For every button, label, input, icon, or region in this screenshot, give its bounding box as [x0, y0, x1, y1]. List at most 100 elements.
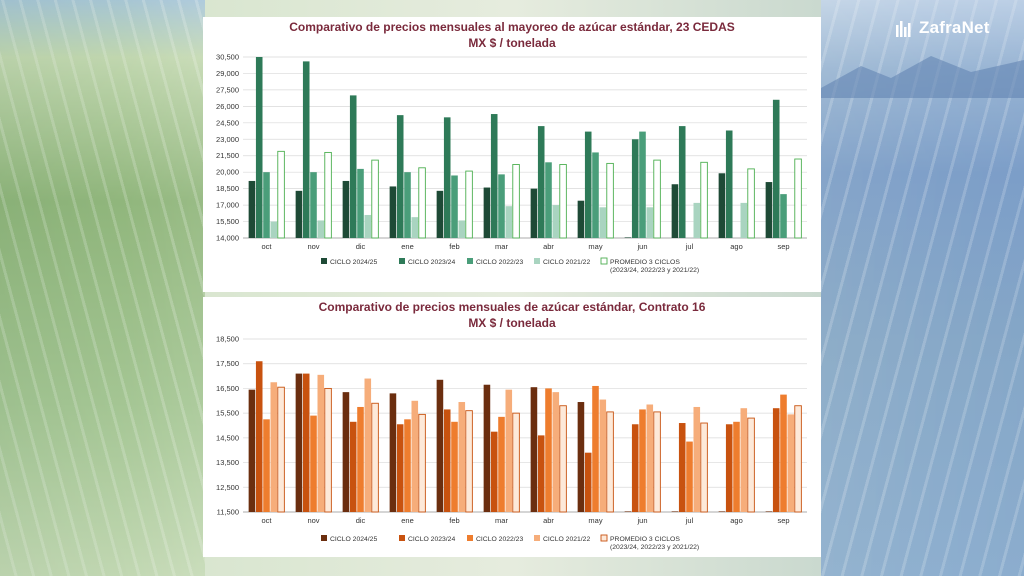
bar-ciclo-2023-24 [725, 424, 733, 512]
bar-promedio-3-ciclos [465, 170, 473, 239]
bar-ciclo-2022-23 [780, 194, 787, 238]
legend-label: CICLO 2023/24 [408, 259, 455, 266]
bar-ciclo-2022-23 [733, 421, 740, 512]
bar-promedio-3-ciclos [277, 386, 285, 513]
y-tick-label: 21,500 [216, 151, 239, 160]
brand-name: ZafraNet [919, 18, 990, 37]
bar-promedio-3-ciclos [653, 159, 661, 239]
bar-ciclo-2021-22 [599, 207, 607, 238]
bar-ciclo-2021-22 [317, 374, 325, 512]
bar-promedio-3-ciclos [747, 417, 755, 513]
legend-swatch [321, 535, 327, 541]
bar-ciclo-2021-22 [270, 382, 278, 512]
bar-ciclo-2023-24 [490, 114, 498, 238]
bar-promedio-3-ciclos [559, 164, 567, 239]
bar-ciclo-2023-24 [349, 421, 357, 512]
legend-label: PROMEDIO 3 CICLOS [610, 536, 680, 543]
bar-promedio-3-ciclos [606, 411, 614, 513]
bar-ciclo-2024-25 [389, 186, 397, 238]
bar-ciclo-2023-24 [302, 61, 310, 238]
bar-ciclo-2021-22 [364, 378, 372, 512]
x-category-label: abr [543, 242, 554, 251]
bar-ciclo-2024-25 [436, 190, 444, 238]
bar-ciclo-2024-25 [577, 402, 585, 512]
bar-ciclo-2024-25 [765, 182, 773, 238]
bar-ciclo-2023-24 [678, 423, 686, 512]
bar-ciclo-2024-25 [389, 393, 397, 512]
legend-label: CICLO 2024/25 [330, 536, 377, 543]
chart-title: Comparativo de precios mensuales de azúc… [319, 300, 706, 314]
chart-subtitle: MX $ / tonelada [468, 316, 556, 330]
bar-promedio-3-ciclos [700, 161, 708, 239]
bar-ciclo-2024-25 [342, 180, 350, 238]
legend-swatch [321, 258, 327, 264]
bar-ciclo-2021-22 [693, 406, 701, 512]
legend-label: CICLO 2021/22 [543, 536, 590, 543]
bar-ciclo-2022-23 [357, 168, 364, 238]
x-category-label: mar [495, 242, 508, 251]
bar-ciclo-2023-24 [349, 95, 357, 238]
legend-swatch [399, 258, 405, 264]
legend-label: CICLO 2024/25 [330, 259, 377, 266]
bar-ciclo-2023-24 [490, 431, 498, 512]
legend-label: CICLO 2021/22 [543, 259, 590, 266]
bar-promedio-3-ciclos [324, 151, 332, 239]
legend-label: CICLO 2022/23 [476, 259, 523, 266]
x-category-label: ago [730, 516, 743, 525]
bar-ciclo-2021-22 [740, 408, 748, 512]
bar-promedio-3-ciclos [418, 413, 426, 513]
bar-ciclo-2024-25 [765, 511, 773, 512]
bar-promedio-3-ciclos [559, 405, 567, 513]
x-category-label: feb [449, 242, 459, 251]
legend-swatch [467, 535, 473, 541]
bar-promedio-3-ciclos [794, 158, 802, 239]
bar-ciclo-2022-23 [545, 388, 552, 512]
legend-swatch [399, 535, 405, 541]
bar-promedio-3-ciclos [371, 159, 379, 239]
bar-ciclo-2023-24 [396, 115, 404, 238]
bar-promedio-3-ciclos [700, 422, 708, 513]
bar-ciclo-2024-25 [671, 184, 679, 238]
y-tick-label: 24,500 [216, 118, 239, 127]
bar-ciclo-2023-24 [537, 435, 545, 512]
y-tick-label: 15,500 [216, 409, 239, 418]
bar-ciclo-2021-22 [646, 404, 654, 512]
bar-ciclo-2022-23 [451, 175, 458, 238]
bar-ciclo-2022-23 [780, 394, 787, 512]
legend-swatch [600, 534, 608, 542]
y-tick-label: 29,000 [216, 69, 239, 78]
y-tick-label: 14,000 [216, 234, 239, 243]
legend-swatch [534, 258, 540, 264]
bar-ciclo-2024-25 [483, 384, 491, 512]
bar-ciclo-2021-22 [646, 207, 654, 238]
bar-promedio-3-ciclos [465, 410, 473, 513]
bar-ciclo-2023-24 [678, 126, 686, 238]
legend-swatch [467, 258, 473, 264]
bar-ciclo-2023-24 [443, 117, 451, 238]
bar-ciclo-2024-25 [342, 392, 350, 512]
legend-swatch [600, 257, 608, 265]
y-tick-label: 23,000 [216, 135, 239, 144]
bar-ciclo-2023-24 [772, 99, 780, 238]
x-category-label: may [588, 242, 602, 251]
y-tick-label: 18,500 [216, 184, 239, 193]
y-tick-label: 26,000 [216, 102, 239, 111]
bar-ciclo-2022-23 [592, 385, 599, 512]
y-tick-label: 20,000 [216, 168, 239, 177]
bar-ciclo-2022-23 [310, 415, 317, 512]
bar-ciclo-2022-23 [498, 174, 505, 238]
mountain-backdrop [821, 56, 1024, 98]
bar-ciclo-2022-23 [592, 152, 599, 238]
bar-ciclo-2021-22 [693, 202, 701, 238]
x-category-label: sep [777, 516, 789, 525]
bar-ciclo-2024-25 [248, 389, 256, 512]
x-category-label: mar [495, 516, 508, 525]
bar-ciclo-2021-22 [740, 202, 748, 238]
bar-ciclo-2023-24 [396, 424, 404, 512]
bar-ciclo-2022-23 [263, 419, 270, 512]
y-tick-label: 12,500 [216, 483, 239, 492]
x-category-label: ene [401, 242, 414, 251]
bar-ciclo-2021-22 [505, 389, 513, 512]
y-tick-label: 17,000 [216, 201, 239, 210]
chart-title: Comparativo de precios mensuales al mayo… [289, 20, 735, 34]
